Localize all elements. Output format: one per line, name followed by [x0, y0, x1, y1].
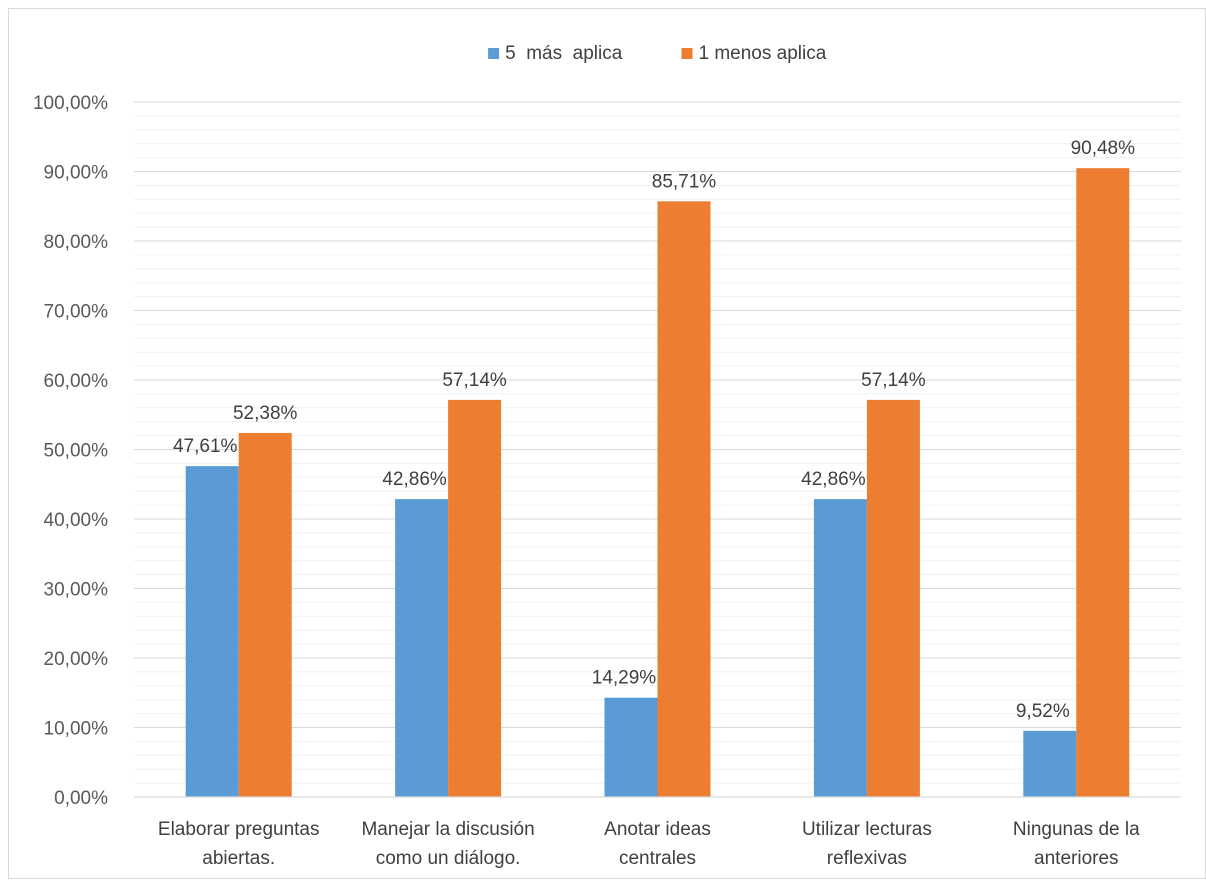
- x-category-label: Ningunas de la: [1013, 819, 1140, 840]
- x-category-label: Elaborar preguntas: [158, 819, 320, 840]
- bar-menos-aplica: [448, 399, 502, 797]
- bar-menos-aplica: [238, 432, 292, 797]
- y-tick-label: 100,00%: [33, 93, 108, 114]
- legend-label: 5 más aplica: [505, 43, 623, 64]
- bar-mas-aplica: [395, 499, 449, 797]
- y-tick-label: 20,00%: [44, 649, 109, 670]
- data-label: 85,71%: [652, 171, 717, 192]
- x-category-label: Anotar ideas: [604, 819, 711, 840]
- chart-frame: 0,00% 10,00% 20,00% 30,00% 40,00% 50,00% 60,00…: [8, 8, 1206, 879]
- y-tick-label: 60,00%: [44, 371, 109, 392]
- x-category-label: Manejar la discusión: [361, 819, 534, 840]
- x-category-label: Utilizar lecturas: [802, 819, 932, 840]
- data-label: 57,14%: [861, 370, 926, 391]
- data-label: 14,29%: [592, 668, 657, 689]
- data-label: 52,38%: [233, 403, 298, 424]
- data-label: 57,14%: [442, 370, 507, 391]
- data-label: 42,86%: [801, 469, 866, 490]
- data-label: 42,86%: [382, 469, 447, 490]
- x-category-label: reflexivas: [827, 848, 907, 869]
- y-axis-ticks: 0,00% 10,00% 20,00% 30,00% 40,00% 50,00% 60,00…: [33, 93, 108, 809]
- data-labels: 47,61% 52,38% 42,86% 57,14% 14,29% 85,71% 42,8…: [173, 138, 1135, 722]
- bar-menos-aplica: [1076, 168, 1130, 797]
- bar-mas-aplica: [604, 697, 658, 797]
- y-tick-label: 40,00%: [44, 510, 109, 531]
- bar-mas-aplica: [185, 466, 239, 797]
- bar-chart: 0,00% 10,00% 20,00% 30,00% 40,00% 50,00% 60,00…: [33, 43, 1181, 869]
- x-category-label: anteriores: [1034, 848, 1119, 869]
- data-label: 90,48%: [1071, 138, 1136, 159]
- x-category-label: como un diálogo.: [376, 848, 521, 869]
- legend-swatch: [488, 48, 500, 59]
- bar-mas-aplica: [813, 499, 867, 797]
- legend-label: 1 menos aplica: [699, 43, 827, 64]
- data-label: 9,52%: [1016, 701, 1070, 722]
- x-category-label: abiertas.: [202, 848, 275, 869]
- y-tick-label: 10,00%: [44, 719, 109, 740]
- bar-menos-aplica: [866, 399, 920, 797]
- data-label: 47,61%: [173, 436, 238, 457]
- y-tick-label: 90,00%: [44, 163, 109, 184]
- bar-mas-aplica: [1023, 730, 1077, 797]
- x-axis: Elaborar preguntas abiertas. Manejar la di…: [134, 796, 1181, 869]
- legend-swatch: [681, 48, 693, 59]
- bars: [185, 168, 1130, 798]
- y-tick-label: 80,00%: [44, 232, 109, 253]
- bar-menos-aplica: [657, 201, 711, 798]
- y-tick-label: 0,00%: [54, 788, 108, 809]
- y-tick-label: 70,00%: [44, 302, 109, 323]
- legend: 5 más aplica 1 menos aplica: [488, 43, 827, 64]
- y-tick-label: 30,00%: [44, 580, 109, 601]
- x-category-label: centrales: [619, 848, 696, 869]
- y-tick-label: 50,00%: [44, 441, 109, 462]
